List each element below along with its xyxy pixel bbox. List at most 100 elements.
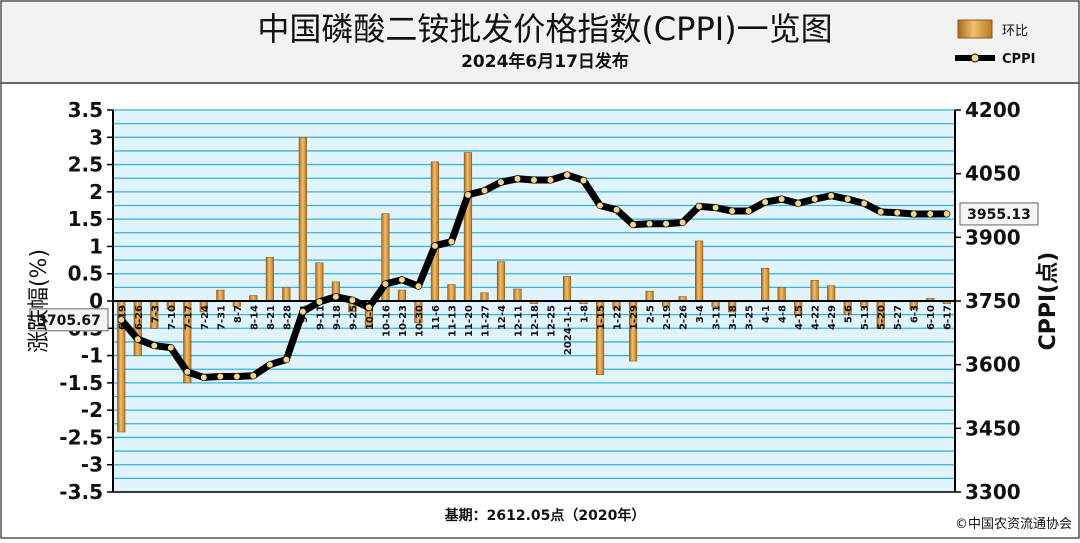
cppi-point-11-20: [464, 191, 472, 199]
bar-10-23: [397, 289, 407, 302]
cppi-point-10-9: [365, 303, 373, 311]
cppi-point-10-23: [398, 276, 406, 284]
x-tick-4-15: 4-15: [794, 305, 805, 330]
gridlines: [113, 109, 955, 493]
x-tick-8-21: 8-21: [266, 305, 277, 330]
cppi-point-2024-1-1: [563, 171, 571, 179]
footer-copyright: ©中国农资流通协会: [955, 517, 1072, 532]
cppi-point-1-8: [579, 176, 588, 185]
cppi-point-8-28: [282, 355, 290, 364]
cppi-point-2-26: [678, 218, 687, 227]
left-axis-label: 涨跌幅(%): [27, 249, 52, 353]
x-tick-7-10: 7-10: [167, 305, 178, 330]
footer-base: 基期：2612.05点（2020年）: [445, 507, 646, 524]
x-tick-2-26: 2-26: [679, 305, 690, 330]
bar-11-20: [463, 152, 473, 302]
cppi-point-6-10: [926, 210, 934, 218]
cppi-point-3-4: [695, 202, 703, 210]
bar-7-31: [216, 289, 225, 302]
cppi-point-7-10: [167, 344, 175, 352]
left-tick-labels: 3.532.521.510.50-0.5-1-1.5-2-2.5-3-3.5: [59, 98, 113, 504]
cppi-point-8-14: [249, 372, 257, 380]
x-tick-2024-1-1: 2024-1-1: [563, 305, 574, 355]
cppi-line-series: [117, 171, 951, 382]
x-tick-9-18: 9-18: [332, 305, 343, 330]
cppi-point-4-22: [811, 195, 819, 203]
bar-9-11: [315, 262, 324, 302]
x-tick-12-25: 12-25: [547, 305, 558, 337]
x-tick-10-16: 10-16: [381, 305, 392, 337]
cppi-point-1-22: [612, 206, 621, 214]
cppi-point-3-25: [745, 207, 753, 215]
x-tick-5-13: 5-13: [860, 305, 871, 330]
body-frame: [0, 82, 1080, 539]
legend-line-marker: [970, 53, 980, 63]
left-tick-label: 0: [89, 289, 103, 313]
x-tick-10-30: 10-30: [414, 305, 425, 337]
x-tick-4-29: 4-29: [827, 305, 838, 330]
right-tick-label: 3600: [965, 353, 1021, 377]
cppi-point-4-1: [761, 198, 769, 206]
cppi-point-9-4: [299, 308, 307, 316]
cppi-point-3-18: [728, 207, 736, 215]
bar-3-4: [695, 240, 704, 302]
x-tick-6-3: 6-3: [910, 305, 921, 323]
cppi-point-10-16: [381, 280, 390, 288]
bar-4-29: [827, 285, 836, 302]
cppi-point-7-3: [150, 341, 158, 350]
x-tick-2-19: 2-19: [662, 305, 673, 330]
legend-label-line: CPPI: [1002, 52, 1035, 67]
cppi-point-7-31: [216, 372, 224, 381]
value-callout-box: [959, 202, 1039, 226]
legend: 环比 CPPI: [955, 19, 1035, 67]
cppi-point-4-15: [794, 199, 802, 207]
x-tick-7-31: 7-31: [216, 305, 227, 330]
value-callout-label: 3955.13: [967, 207, 1031, 223]
cppi-point-12-25: [546, 176, 555, 184]
right-tick-label: 3300: [965, 480, 1021, 504]
cppi-point-12-4: [497, 178, 505, 186]
right-tick-labels: 4200 4050 3900 3750 3600 3450 3300: [955, 98, 1021, 504]
cppi-point-7-17: [183, 368, 191, 376]
left-tick-label: 1: [89, 234, 103, 258]
x-tick-11-6: 11-6: [431, 305, 442, 330]
right-tick-label: 3450: [965, 416, 1021, 440]
cppi-point-6-19: [117, 316, 125, 324]
x-tick-8-28: 8-28: [282, 305, 293, 330]
cppi-point-7-24: [200, 373, 208, 382]
x-tick-6-10: 6-10: [926, 305, 937, 330]
x-tick-3-18: 3-18: [728, 305, 739, 330]
x-tick-1-22: 1-22: [613, 305, 624, 330]
x-tick-4-22: 4-22: [811, 305, 822, 330]
x-tick-8-7: 8-7: [233, 305, 244, 323]
cppi-point-5-20: [877, 208, 885, 216]
x-tick-7-24: 7-24: [200, 305, 211, 330]
cppi-point-5-13: [860, 199, 868, 207]
x-tick-12-11: 12-11: [513, 305, 524, 337]
x-tick-12-18: 12-18: [530, 305, 541, 337]
left-tick-label: -2.5: [59, 425, 103, 449]
bar-11-27: [480, 292, 489, 302]
bar-4-8: [777, 287, 786, 302]
cppi-point-2-19: [662, 220, 670, 228]
right-tick-label: 4050: [965, 162, 1021, 186]
legend-label-bar: 环比: [1002, 24, 1028, 39]
x-tick-6-26: 6-26: [134, 305, 145, 330]
cppi-point-6-26: [134, 335, 142, 343]
x-tick-11-27: 11-27: [480, 305, 491, 337]
chart-subtitle: 2024年6月17日发布: [461, 51, 629, 72]
x-tick-3-11: 3-11: [712, 305, 723, 330]
cppi-point-6-17: [943, 210, 951, 218]
x-tick-5-27: 5-27: [893, 305, 904, 330]
x-tick-2-5: 2-5: [646, 305, 657, 323]
value-callout-label: 3705.67: [37, 313, 101, 329]
left-tick-label: -3: [81, 453, 103, 477]
x-tick-4-8: 4-8: [778, 305, 789, 323]
chart-title: 中国磷酸二铵批发价格指数(CPPI)一览图: [257, 10, 832, 48]
x-tick-5-6: 5-6: [844, 305, 855, 323]
x-tick-11-20: 11-20: [464, 305, 475, 337]
x-tick-6-17: 6-17: [943, 305, 954, 330]
left-tick-label: 2.5: [68, 153, 103, 177]
